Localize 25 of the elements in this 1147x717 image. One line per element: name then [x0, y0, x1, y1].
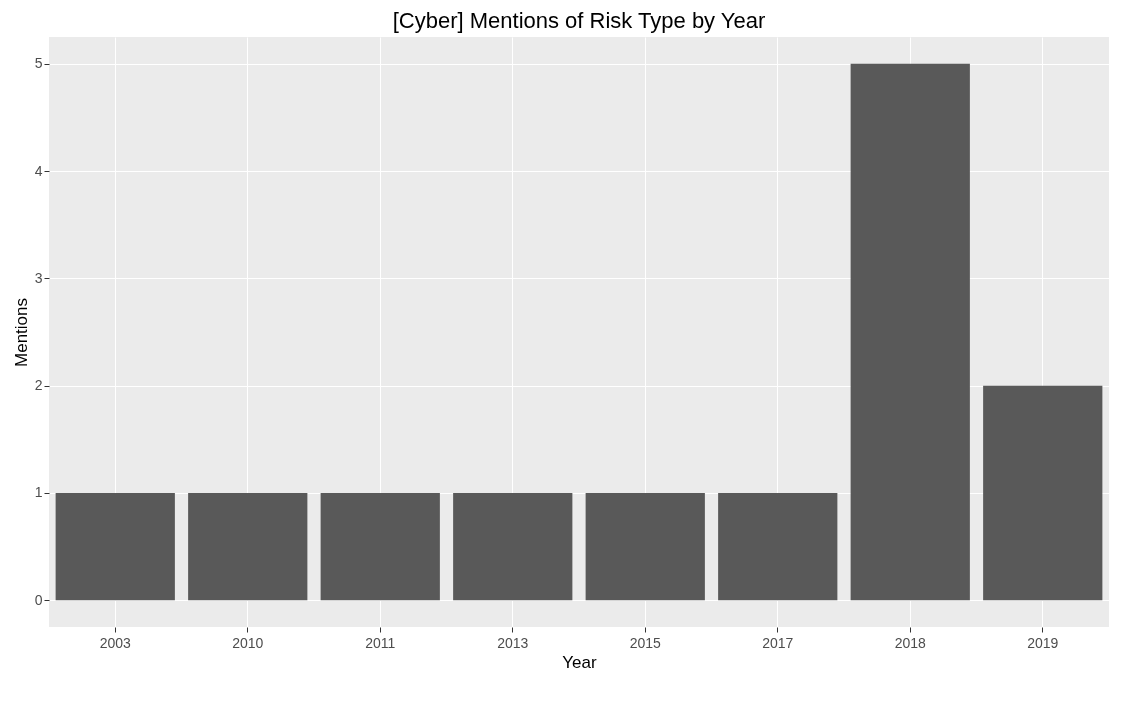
- chart-title: [Cyber] Mentions of Risk Type by Year: [392, 8, 766, 33]
- x-axis-title: Year: [562, 652, 598, 672]
- y-tick-label: 1: [34, 484, 43, 501]
- bar: [983, 385, 1103, 601]
- bar: [453, 492, 573, 601]
- y-tick-label: 0: [34, 591, 43, 608]
- x-tick-label: 2017: [762, 634, 794, 651]
- y-tick-label: 5: [34, 55, 43, 72]
- y-tick-label: 2: [34, 377, 43, 394]
- bar: [320, 492, 440, 601]
- bar: [55, 492, 175, 601]
- x-tick-label: 2018: [894, 634, 927, 651]
- bar: [718, 492, 838, 601]
- x-tick-label: 2011: [365, 634, 396, 651]
- bar: [585, 492, 705, 601]
- y-tick-label: 4: [34, 162, 43, 179]
- x-tick-label: 2013: [497, 634, 529, 651]
- y-axis-title: Mentions: [11, 298, 31, 367]
- bar: [850, 63, 970, 601]
- x-tick-label: 2010: [232, 634, 264, 651]
- x-tick-label: 2019: [1027, 634, 1059, 651]
- x-tick-label: 2003: [99, 634, 132, 651]
- y-tick-label: 3: [34, 269, 43, 286]
- x-tick-label: 2015: [629, 634, 662, 651]
- bar: [188, 492, 308, 601]
